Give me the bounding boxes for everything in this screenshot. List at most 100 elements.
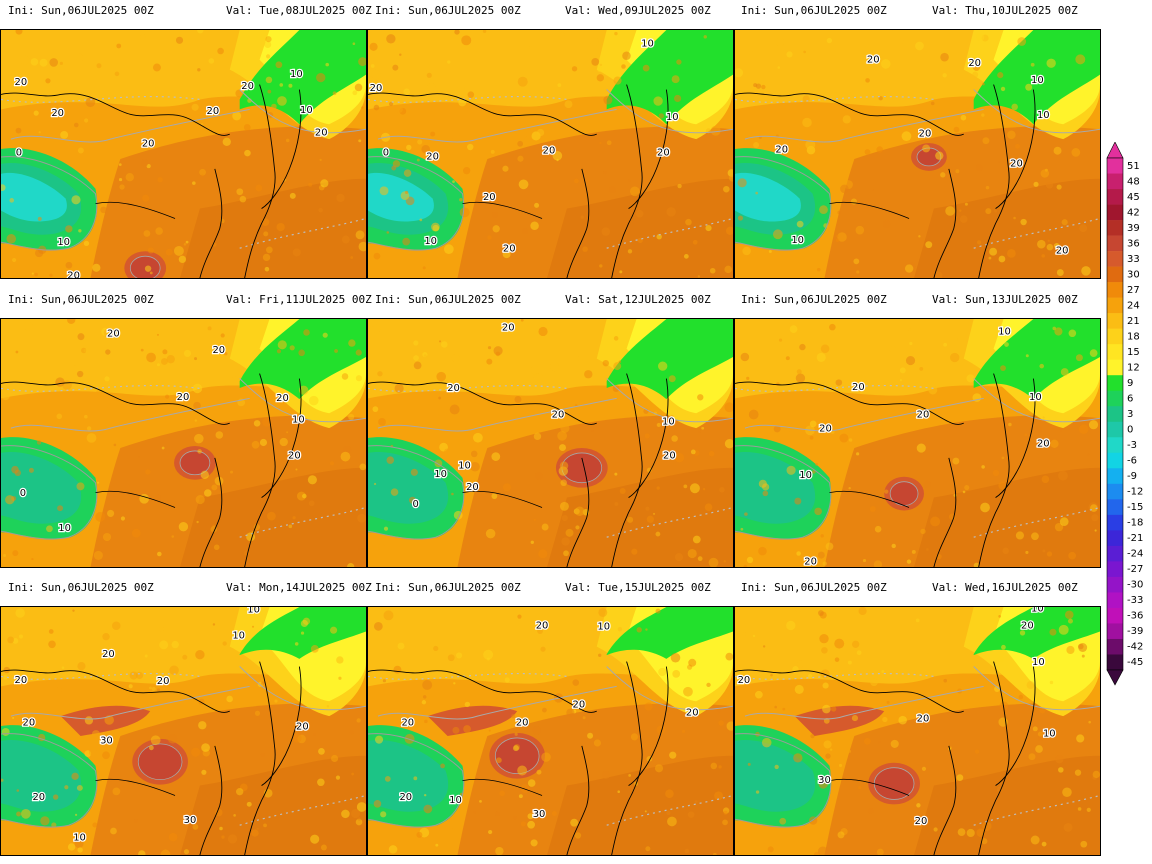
field-green-ne <box>239 30 366 125</box>
colorbar-tick-label: 42 <box>1127 207 1140 218</box>
border-line <box>1 381 230 425</box>
contour-label: 20 <box>447 383 460 394</box>
coastline-korea <box>611 373 643 567</box>
coastline-china <box>933 168 957 278</box>
coastline-japan <box>261 378 302 498</box>
colorbar-tick-label: -18 <box>1127 518 1143 529</box>
contour-label: 30 <box>818 775 831 786</box>
field-green-ne <box>606 30 733 125</box>
coastline-japan <box>995 89 1036 209</box>
contour-label: 10 <box>1043 728 1056 739</box>
colorbar-tick-label: -3 <box>1127 440 1137 451</box>
contour-label: 0 <box>16 148 22 159</box>
contour-label: 20 <box>32 792 45 803</box>
init-time-label: Ini: Sun,06JUL2025 00Z <box>375 4 521 17</box>
colorbar-tick-label: 12 <box>1127 363 1140 374</box>
contour-label: 20 <box>819 424 832 435</box>
coastline-japan <box>995 378 1036 498</box>
contour-label: 20 <box>102 649 115 660</box>
contour-label: 10 <box>247 607 260 615</box>
isotherm-20 <box>377 685 617 720</box>
contour-label: 10 <box>1037 110 1050 121</box>
contour-label: 20 <box>296 722 309 733</box>
contour-label: 10 <box>232 630 245 641</box>
contour-label: 10 <box>57 237 70 248</box>
field-plateau-cold <box>735 172 801 222</box>
colorbar-swatch <box>1107 623 1123 640</box>
isotherm-10 <box>239 378 366 423</box>
colorbar-swatch <box>1107 266 1123 283</box>
contour-label: 20 <box>177 392 190 403</box>
temperature-map-panel: 10 10 20 20 20 20 30 20 30 20 10 <box>0 606 367 856</box>
isotherm-20 <box>10 397 250 432</box>
border-line <box>1 669 230 713</box>
panel-header: Ini: Sun,06JUL2025 00Z Val: Sun,13JUL2025… <box>0 289 1152 311</box>
colorbar-tick-label: -6 <box>1127 456 1137 467</box>
field-warmer <box>180 178 366 278</box>
coastline-japan <box>261 89 302 209</box>
coastline-japan <box>628 89 669 209</box>
colorbar-swatch <box>1107 344 1123 360</box>
contour-label: 20 <box>919 129 932 140</box>
colorbar-tick-label: -42 <box>1127 642 1143 653</box>
colorbar-swatch <box>1107 313 1123 329</box>
contour-label: 10 <box>641 38 654 49</box>
contour-label: 20 <box>1056 246 1069 257</box>
colorbar-swatch <box>1107 530 1123 547</box>
contour-label: 10 <box>1031 75 1044 86</box>
colorbar-tick-label: 15 <box>1127 347 1140 358</box>
contour-label: 20 <box>1037 438 1050 449</box>
colorbar-tick-label: -15 <box>1127 502 1143 513</box>
colorbar-tick-label: 3 <box>1127 409 1133 420</box>
contour-label: 20 <box>23 718 36 729</box>
field-warmer <box>914 178 1100 278</box>
isotherm-plateau <box>368 156 465 251</box>
colorbar-tick-label: 6 <box>1127 394 1133 405</box>
field-warmer <box>914 467 1100 567</box>
isotherm-20 <box>377 108 617 143</box>
temperature-map-panel: 10 20 20 10 20 20 0 20 20 10 <box>367 29 734 279</box>
border-line-2 <box>829 778 910 796</box>
temperature-map-panel: 10 20 10 20 20 10 30 20 <box>734 606 1101 856</box>
contour-label: 20 <box>466 482 479 493</box>
contour-label: 20 <box>915 816 928 827</box>
colorbar-swatch <box>1107 499 1123 516</box>
colorbar-swatch <box>1107 561 1123 578</box>
init-time-label: Ini: Sun,06JUL2025 00Z <box>8 293 154 306</box>
contour-label: 10 <box>666 112 679 123</box>
coastline-china <box>199 168 223 278</box>
temperature-map-panel: 20 20 20 20 20 10 10 20 0 10 20 <box>0 29 367 279</box>
contour-label: 0 <box>413 499 419 510</box>
isotherm-20 <box>377 397 617 432</box>
colorbar-swatch <box>1107 483 1123 500</box>
contour-label: 20 <box>15 77 28 88</box>
colorbar-tick-label: 27 <box>1127 285 1140 296</box>
field-warmer <box>547 755 733 855</box>
temperature-map-panel: 20 10 20 20 20 20 30 20 10 <box>367 606 734 856</box>
field-warmer <box>547 467 733 567</box>
coastline-korea <box>611 84 643 278</box>
border-line-2 <box>95 201 176 219</box>
colorbar-tick-label: -27 <box>1127 564 1143 575</box>
colorbar-max-arrow <box>1106 142 1124 159</box>
contour-label: 20 <box>917 714 930 725</box>
valid-time-label: Val: Wed,16JUL2025 00Z <box>932 581 1078 594</box>
contour-label: 20 <box>401 718 414 729</box>
field-plateau-inner <box>368 739 449 812</box>
init-time-label: Ini: Sun,06JUL2025 00Z <box>741 293 887 306</box>
coastline-china <box>933 745 957 855</box>
border-line-2 <box>829 490 910 508</box>
contour-label: 20 <box>241 81 254 92</box>
contour-label: 20 <box>663 450 676 461</box>
contour-label: 20 <box>502 322 515 333</box>
valid-time-label: Val: Sun,13JUL2025 00Z <box>932 293 1078 306</box>
colorbar-swatch <box>1107 297 1123 314</box>
contour-label: 10 <box>292 415 305 426</box>
contour-label: 30 <box>533 809 546 820</box>
contour-label: 20 <box>536 620 549 631</box>
valid-time-label: Val: Thu,10JUL2025 00Z <box>932 4 1078 17</box>
field-green-ne <box>606 607 733 659</box>
temperature-map-panel: 10 20 20 10 20 20 20 10 <box>734 318 1101 568</box>
coastline-korea <box>978 373 1010 567</box>
colorbar-tick-label: 24 <box>1127 300 1140 311</box>
